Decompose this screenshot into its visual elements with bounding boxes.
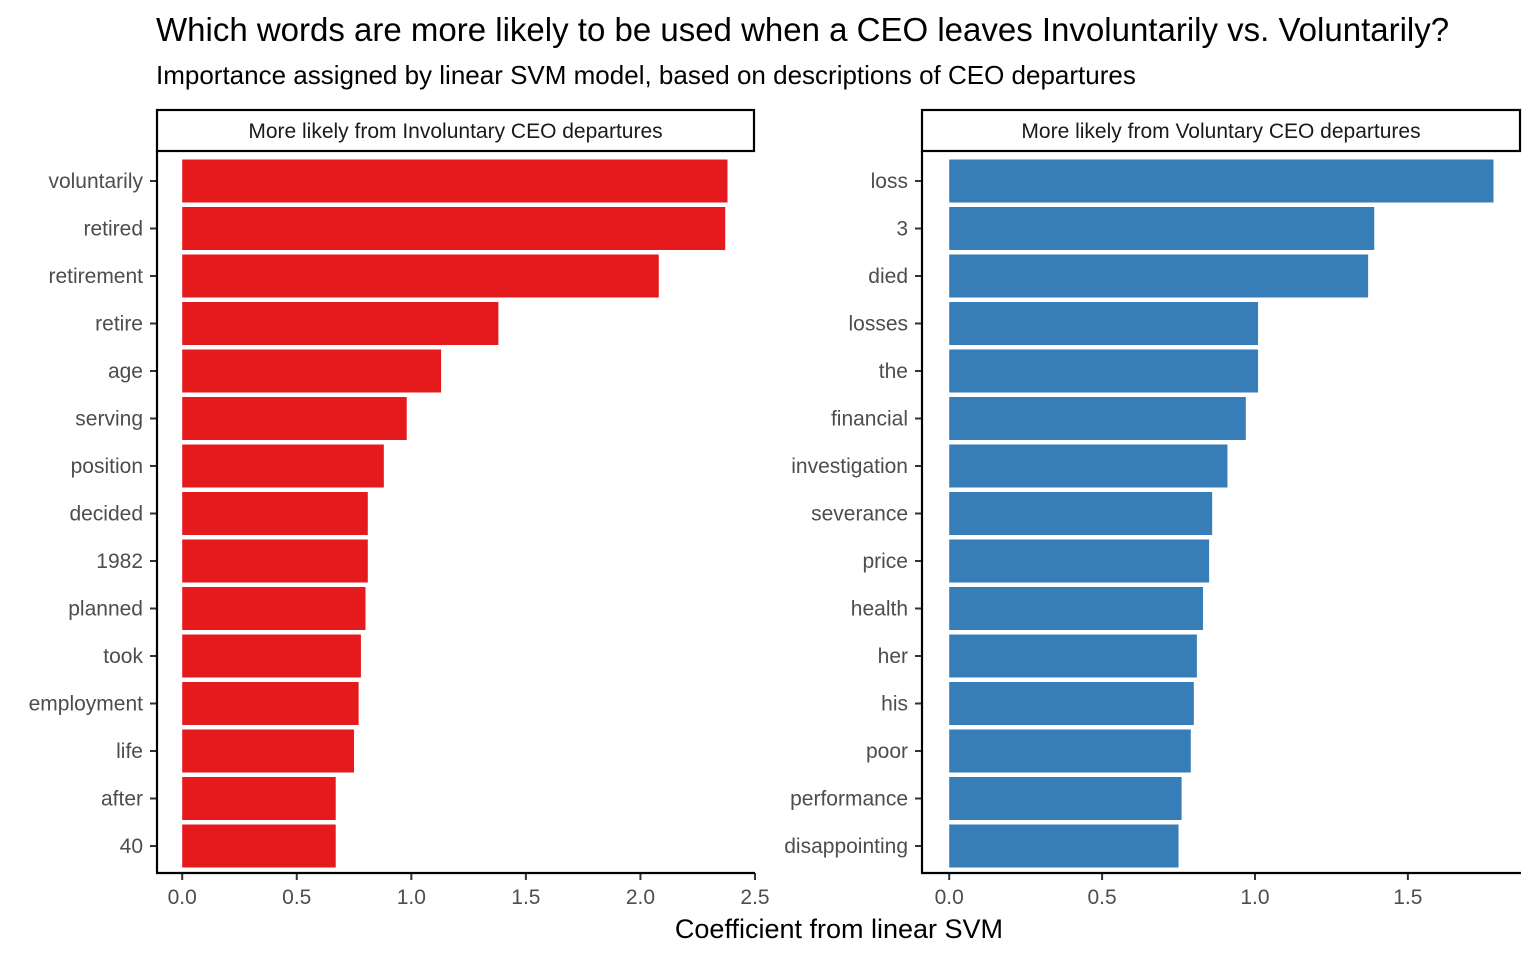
- bar-retire: [182, 302, 499, 345]
- y-tick-label: voluntarily: [48, 170, 143, 193]
- bar-disappointing: [949, 824, 1179, 868]
- y-tick-label: 3: [896, 218, 908, 241]
- bar-severance: [949, 492, 1213, 535]
- bar-performance: [949, 777, 1182, 820]
- y-tick-label: serving: [75, 408, 143, 431]
- y-tick-label: decided: [69, 503, 143, 526]
- y-tick-label: retire: [95, 313, 143, 336]
- y-tick-label: performance: [790, 788, 908, 811]
- bar-health: [949, 587, 1204, 630]
- y-tick-label: poor: [866, 740, 908, 763]
- y-tick-label: price: [862, 550, 908, 573]
- y-tick-label: retired: [83, 218, 143, 241]
- x-tick-group: 0.0 0.5 1.0 1.5 2.0 2.5: [168, 873, 770, 909]
- y-tick-label: employment: [29, 693, 144, 716]
- bar-poor: [949, 729, 1191, 773]
- bar-age: [182, 349, 442, 393]
- bar-retirement: [182, 254, 659, 298]
- bar-planned: [182, 587, 366, 630]
- bar-life: [182, 729, 355, 773]
- chart-subtitle: Importance assigned by linear SVM model,…: [156, 60, 1136, 90]
- bar-loss: [949, 159, 1494, 203]
- bar-40: [182, 824, 336, 868]
- y-tick-label: the: [879, 360, 908, 383]
- bar-price: [949, 539, 1210, 583]
- y-tick-label: position: [71, 455, 143, 478]
- bars-group: [949, 159, 1494, 868]
- strip-label: More likely from Involuntary CEO departu…: [248, 120, 662, 143]
- x-tick-label: 1.0: [397, 886, 426, 909]
- bar-the: [949, 349, 1259, 393]
- bar-serving: [182, 397, 407, 440]
- x-tick-label: 2.0: [626, 886, 655, 909]
- bar-position: [182, 444, 384, 488]
- bar-voluntarily: [182, 159, 728, 203]
- y-tick-label: his: [881, 693, 908, 716]
- bar-took: [182, 634, 361, 678]
- bar-his: [949, 682, 1194, 725]
- y-tick-label: died: [868, 265, 908, 288]
- bar-her: [949, 634, 1197, 678]
- panel-voluntary: More likely from Voluntary CEO departure…: [784, 108, 1522, 909]
- y-tick-group: voluntarily retired retirement retire age ser…: [29, 170, 157, 858]
- bar-employment: [182, 682, 359, 725]
- y-tick-label: age: [108, 360, 143, 383]
- x-tick-label: 1.0: [1240, 886, 1269, 909]
- y-tick-label: investigation: [791, 455, 908, 478]
- x-tick-label: 2.5: [740, 886, 769, 909]
- strip-box: [155, 108, 756, 153]
- y-tick-label: retirement: [48, 265, 143, 288]
- x-tick-label: 0.0: [168, 886, 197, 909]
- y-tick-label: her: [878, 645, 908, 668]
- y-tick-label: disappointing: [784, 835, 908, 858]
- bar-investigation: [949, 444, 1228, 488]
- x-tick-group: 0.0 0.5 1.0 1.5: [935, 873, 1422, 909]
- bars-group: [182, 159, 728, 868]
- bar-3: [949, 207, 1375, 250]
- y-tick-label: 40: [120, 835, 143, 858]
- strip-label: More likely from Voluntary CEO departure…: [1021, 120, 1420, 143]
- x-tick-label: 0.5: [1087, 886, 1116, 909]
- chart-title: Which words are more likely to be used w…: [156, 11, 1449, 48]
- y-tick-group: loss 3 died losses the financial investigation…: [784, 170, 922, 858]
- bar-financial: [949, 397, 1246, 440]
- x-tick-label: 1.5: [1393, 886, 1422, 909]
- bar-losses: [949, 302, 1259, 345]
- y-tick-label: loss: [871, 170, 908, 193]
- y-tick-label: financial: [831, 408, 908, 431]
- y-tick-label: planned: [68, 598, 143, 621]
- y-tick-label: after: [101, 788, 143, 811]
- bar-retired: [182, 207, 726, 250]
- y-tick-label: losses: [848, 313, 908, 336]
- y-tick-label: life: [116, 740, 143, 763]
- bar-1982: [182, 539, 368, 583]
- y-tick-label: health: [851, 598, 908, 621]
- y-tick-label: 1982: [96, 550, 143, 573]
- y-tick-label: severance: [811, 503, 908, 526]
- strip-box: [920, 108, 1522, 153]
- x-axis-title: Coefficient from linear SVM: [675, 914, 1003, 944]
- x-tick-label: 1.5: [511, 886, 540, 909]
- bar-after: [182, 777, 336, 820]
- panel-involuntary: More likely from Involuntary CEO departu…: [29, 108, 770, 909]
- y-tick-label: took: [103, 645, 143, 668]
- x-tick-label: 0.5: [282, 886, 311, 909]
- bar-decided: [182, 492, 368, 535]
- x-tick-label: 0.0: [935, 886, 964, 909]
- bar-died: [949, 254, 1369, 298]
